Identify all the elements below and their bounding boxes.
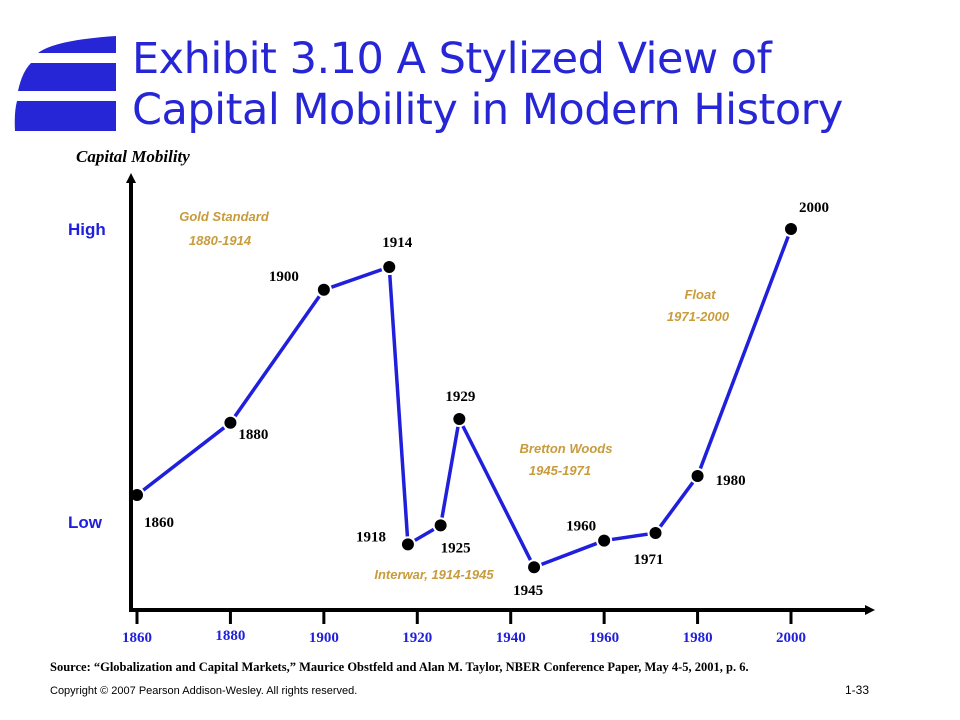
data-point-1880 xyxy=(224,416,237,429)
annotation-bretton-woods-1: Bretton Woods xyxy=(520,441,613,456)
point-label-1925: 1925 xyxy=(441,540,471,556)
series-segment-1900-1914 xyxy=(330,267,383,289)
title-line-2: Capital Mobility in Modern History xyxy=(132,85,843,135)
annotation-gold-standard-2: 1880-1914 xyxy=(189,233,252,248)
annotation-interwar: Interwar, 1914-1945 xyxy=(374,567,494,582)
x-tick-label-1960: 1960 xyxy=(589,630,619,646)
data-point-1971 xyxy=(649,527,662,539)
point-label-1960: 1960 xyxy=(566,519,596,535)
series-segment-1880-1900 xyxy=(233,295,321,418)
x-tick-label-1940: 1940 xyxy=(496,630,526,646)
logo-icon xyxy=(14,36,116,131)
point-label-1880: 1880 xyxy=(238,427,268,443)
annotation-float-1: Float xyxy=(684,287,716,302)
series-segment-1929-1945 xyxy=(461,425,533,561)
series-segment-1960-1971 xyxy=(611,532,648,542)
data-point-1918 xyxy=(401,538,414,551)
x-tick-label-1880: 1880 xyxy=(215,628,245,644)
point-label-1860: 1860 xyxy=(144,515,174,531)
page-title: Exhibit 3.10 A Stylized View of Capital … xyxy=(132,34,843,136)
point-label-1914: 1914 xyxy=(382,235,413,251)
series-segment-1918-1925 xyxy=(413,527,435,542)
x-tick-label-1920: 1920 xyxy=(402,630,432,646)
series-segment-1925-1929 xyxy=(440,426,460,518)
series-segment-1945-1960 xyxy=(540,541,598,566)
series-segment-1980-2000 xyxy=(698,235,790,470)
point-label-1945: 1945 xyxy=(513,583,543,599)
annotation-bretton-woods-2: 1945-1971 xyxy=(529,463,591,478)
y-axis-label: Capital Mobility xyxy=(76,147,190,166)
x-tick-label-1980: 1980 xyxy=(683,630,713,646)
point-label-1971: 1971 xyxy=(634,552,664,568)
data-point-1945 xyxy=(528,561,541,574)
data-point-2000 xyxy=(785,223,797,235)
annotation-gold-standard-1: Gold Standard xyxy=(179,209,270,224)
data-point-1929 xyxy=(453,413,466,425)
point-label-1980: 1980 xyxy=(716,473,746,489)
data-point-1980 xyxy=(691,470,704,482)
x-tick-label-1860: 1860 xyxy=(122,630,152,646)
source-note: Source: “Globalization and Capital Marke… xyxy=(50,660,749,674)
point-label-2000: 2000 xyxy=(799,200,829,216)
data-point-1960 xyxy=(598,534,611,547)
x-tick-label-1900: 1900 xyxy=(309,630,339,646)
copyright: Copyright © 2007 Pearson Addison-Wesley.… xyxy=(50,685,358,697)
slide-number: 1-33 xyxy=(845,683,870,697)
point-label-1900: 1900 xyxy=(269,269,299,285)
data-point-1914 xyxy=(383,261,396,273)
y-level-high: High xyxy=(68,220,106,239)
data-point-1860 xyxy=(131,489,143,501)
data-point-1925 xyxy=(434,519,447,532)
data-point-1900 xyxy=(317,283,330,296)
x-tick-label-2000: 2000 xyxy=(776,630,806,646)
series-segment-1971-1980 xyxy=(658,481,695,528)
point-label-1929: 1929 xyxy=(445,389,475,405)
series-segment-1860-1880 xyxy=(142,426,226,492)
series-segment-1914-1918 xyxy=(388,274,410,537)
title-line-1: Exhibit 3.10 A Stylized View of xyxy=(132,34,772,84)
point-label-1918: 1918 xyxy=(356,529,386,545)
y-level-low: Low xyxy=(68,513,103,532)
annotation-float-2: 1971-2000 xyxy=(667,309,730,324)
